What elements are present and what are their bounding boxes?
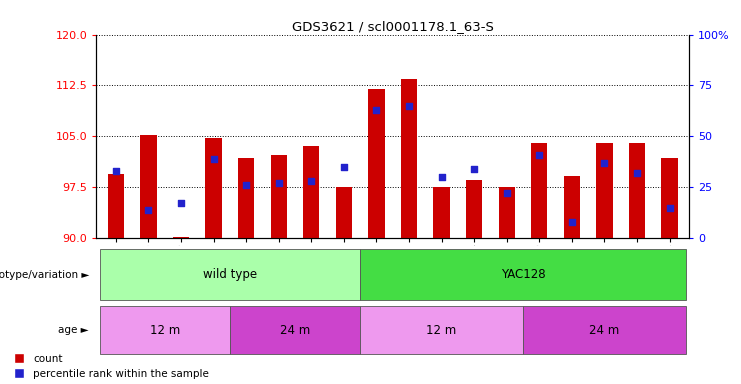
Bar [270,155,287,238]
Bar [662,158,678,238]
Point [631,170,643,176]
Point [403,103,415,109]
Point [273,180,285,186]
Bar [360,306,523,354]
Point [436,174,448,180]
Bar [433,187,450,238]
Text: 12 m: 12 m [427,324,456,337]
Point [110,168,122,174]
Bar [303,146,319,238]
Bar [466,180,482,238]
Point [338,164,350,170]
Bar [531,143,548,238]
Bar [173,237,189,238]
Bar [401,79,417,238]
Legend: count, percentile rank within the sample: count, percentile rank within the sample [13,354,209,379]
Bar [99,306,230,354]
Point [240,182,252,188]
Text: YAC128: YAC128 [501,268,545,281]
Point [664,204,676,210]
Point [468,166,480,172]
Bar [499,187,515,238]
Point [305,178,317,184]
Bar [564,175,580,238]
Bar [336,187,352,238]
Bar [368,89,385,238]
Bar [205,138,222,238]
Text: genotype/variation ►: genotype/variation ► [0,270,89,280]
Text: 24 m: 24 m [280,324,310,337]
Bar [360,249,686,300]
Bar [230,306,360,354]
Bar [99,249,360,300]
Bar [107,174,124,238]
Point [566,219,578,225]
Bar [140,135,156,238]
Point [175,200,187,207]
Point [207,156,219,162]
Point [501,190,513,196]
Text: wild type: wild type [203,268,257,281]
Point [142,207,154,213]
Text: age ►: age ► [59,325,89,335]
Point [534,152,545,158]
Text: 12 m: 12 m [150,324,180,337]
Text: 24 m: 24 m [589,324,619,337]
Title: GDS3621 / scl0001178.1_63-S: GDS3621 / scl0001178.1_63-S [292,20,494,33]
Point [370,107,382,113]
Bar [523,306,686,354]
Bar [629,143,645,238]
Bar [597,143,613,238]
Bar [238,158,254,238]
Point [599,160,611,166]
